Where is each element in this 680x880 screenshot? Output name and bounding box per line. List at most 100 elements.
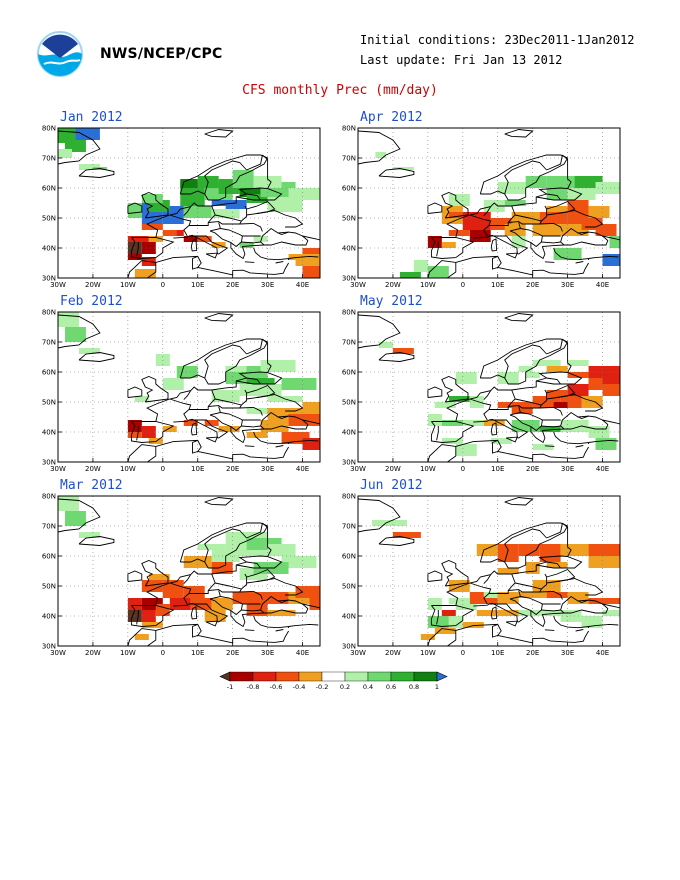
coastline [557,210,604,228]
coastline [560,372,583,385]
coastline [244,445,255,447]
coastline [230,235,243,248]
lon-tick-label: 40E [596,465,609,473]
anomaly-cell [267,544,296,556]
coastline [546,522,563,539]
coastline [546,193,561,201]
coastline [557,394,604,412]
coastline [239,590,263,600]
map-plot: 30W 20W 10W 0 10E 20E 30E 40E 80N 70N 60N 50N 40N 30N [42,493,321,657]
coastline [575,261,584,264]
anomaly-cell [602,610,620,616]
coastline [239,222,263,232]
anomaly-cell [497,568,519,574]
last-update: Last update: Fri Jan 13 2012 [360,53,563,67]
coastline [536,196,561,201]
lat-tick-label: 60N [42,553,56,561]
anomaly-cell [211,209,240,218]
anomaly-cell [595,182,620,194]
lat-tick-label: 60N [342,185,356,193]
lon-tick-label: 30E [561,281,574,289]
anomaly-cell [169,230,184,236]
coastline [230,419,243,432]
coastline [78,352,115,362]
anomaly-cell [532,360,561,366]
lat-tick-label: 80N [42,493,56,501]
coastline [441,192,469,219]
coastline [492,255,498,270]
lat-tick-label: 30N [342,643,356,651]
coastline [58,130,101,165]
anomaly-cell [141,610,156,622]
coastline [275,261,284,264]
lon-tick-label: 30W [350,649,366,657]
lon-tick-label: 10W [420,649,436,657]
coastline [78,168,115,178]
coastline [557,578,604,596]
anomaly-field [58,312,320,462]
coastline [179,338,269,385]
lon-tick-label: 0 [461,649,465,657]
coastline [130,237,175,259]
coastline [169,214,192,237]
coastline [209,411,309,444]
lat-tick-label: 70N [42,339,56,347]
anomaly-cell [455,444,477,456]
lat-tick-label: 50N [42,215,56,223]
coastline [277,415,289,419]
coastline [246,338,263,355]
coastline [262,154,272,189]
coastline [146,630,157,646]
anomaly-cell [302,402,320,414]
colorbar-label: -1 [227,683,233,691]
colorbar-swatch [344,671,369,682]
anomaly-cell [553,402,568,408]
coastline [490,606,498,620]
lon-tick-label: 10W [120,649,136,657]
anomaly-cell [260,360,296,372]
anomaly-cell [197,544,226,550]
lon-tick-label: 0 [161,281,165,289]
coastline [208,588,242,593]
lat-tick-label: 80N [42,125,56,133]
anomaly-cell [295,586,320,598]
lat-tick-label: 70N [342,339,356,347]
anomaly-cell [267,197,303,212]
coastline [504,160,547,195]
anomaly-cell [427,266,449,278]
coastline [483,206,492,216]
coastline [241,609,261,612]
coastline [257,578,304,596]
coastline [239,406,263,416]
coastline [136,426,139,441]
anomaly-cell [197,236,212,242]
anomaly-cell [204,420,219,426]
anomaly-cell [546,562,568,568]
initial-conditions: Initial conditions: 23Dec2011-1Jan2012 [360,33,635,47]
anomaly-cell [574,176,603,188]
map-panel-apr: Apr 2012 30W 20W 10W 0 10E 20E 30E 40E 80N 70N 60N… [342,110,621,289]
anomaly-cell [462,212,491,230]
lon-tick-label: 0 [461,281,465,289]
lon-tick-label: 40E [296,649,309,657]
lon-tick-label: 10E [191,281,204,289]
anomaly-cell [392,167,414,170]
coastline [441,376,469,403]
anomaly-cell [239,188,261,197]
map-frame [357,495,621,647]
anomaly-cell [239,242,254,248]
anomaly-field [58,128,320,278]
coastline [577,599,589,603]
anomaly-cell [546,206,568,212]
lon-tick-label: 40E [596,281,609,289]
coastline [188,418,229,439]
anomaly-cell [302,248,320,254]
anomaly-cell [75,128,100,140]
anomaly-cell [281,378,317,390]
coastline [479,522,569,569]
colorbar-swatch [219,671,231,682]
anomaly-field [58,496,320,646]
lon-tick-label: 0 [161,465,165,473]
coastline [288,439,319,443]
anomaly-cell [302,438,320,450]
